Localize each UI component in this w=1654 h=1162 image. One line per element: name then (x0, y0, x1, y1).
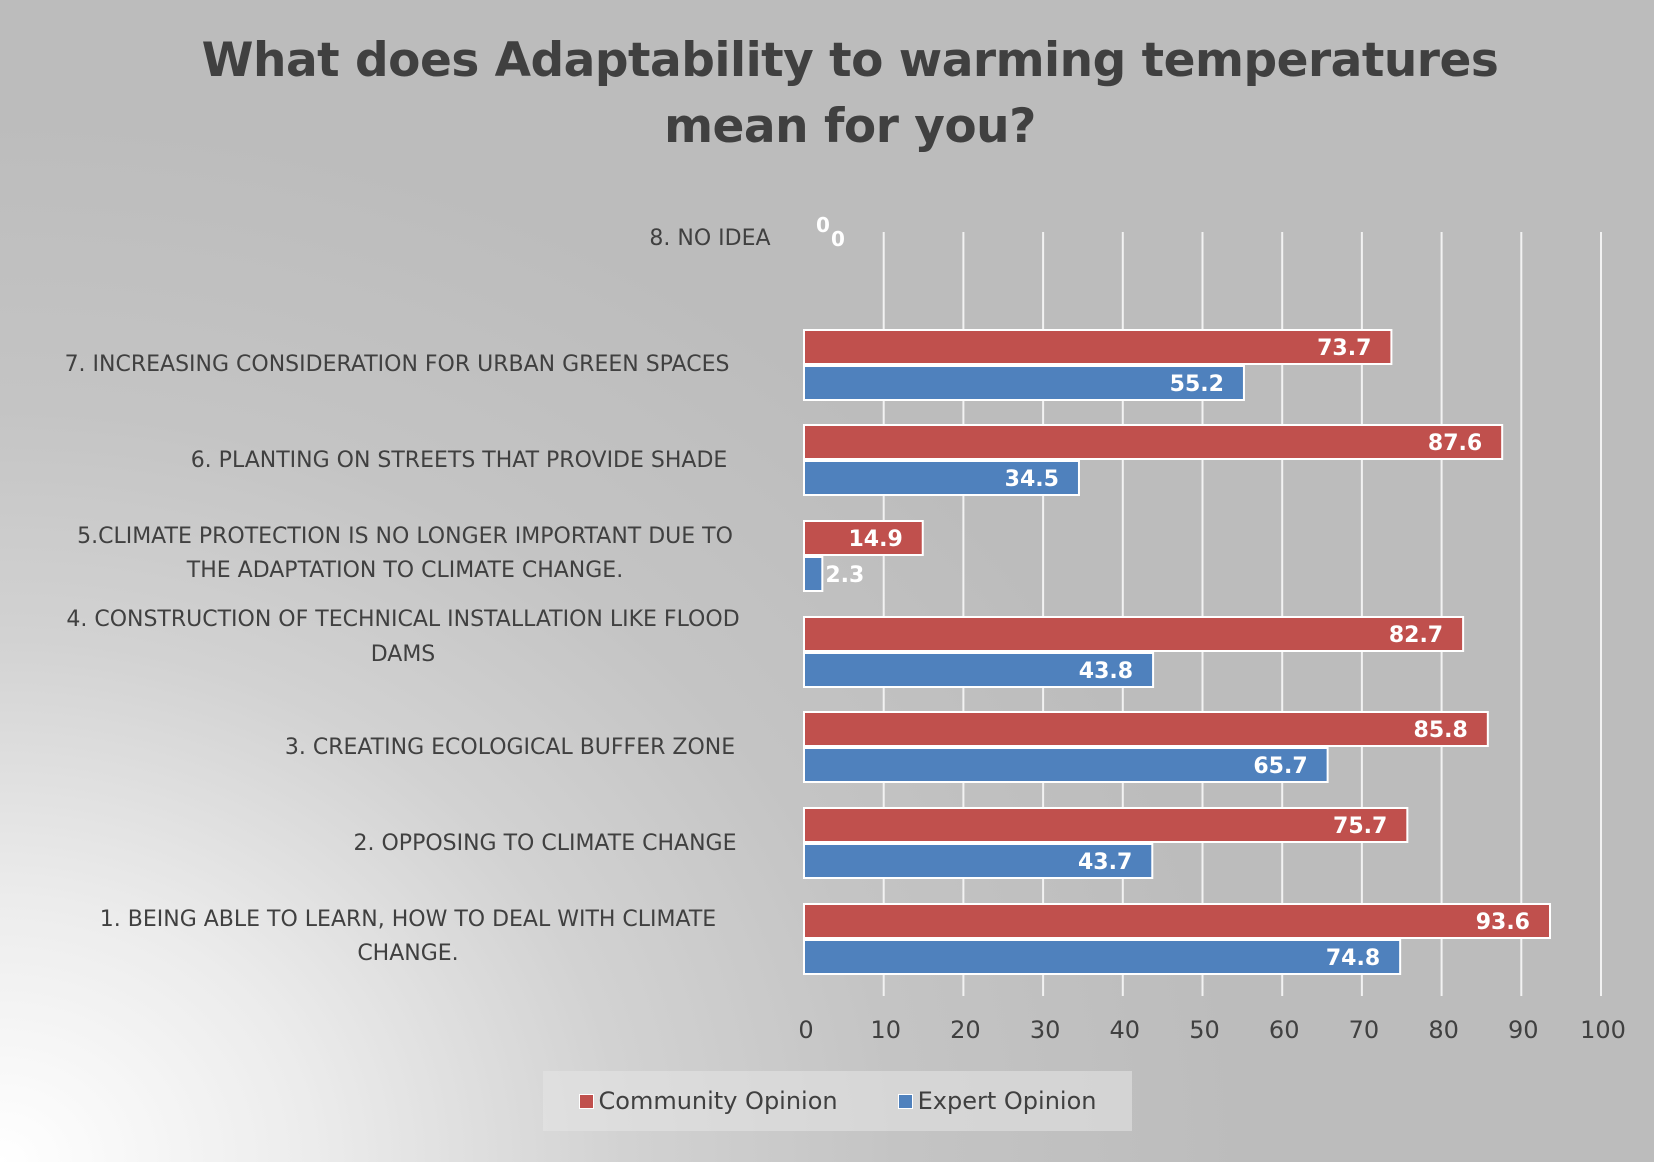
data-label-community-5: 14.9 (848, 527, 902, 552)
x-tick-label-80: 80 (1428, 1016, 1459, 1044)
bar-expert-1 (803, 939, 1402, 975)
legend-label-expert: Expert Opinion (917, 1087, 1097, 1115)
bar-community-2 (803, 807, 1409, 843)
bar-community-7 (803, 329, 1393, 365)
x-tick-label-0: 0 (798, 1016, 813, 1044)
x-tick-label-90: 90 (1508, 1016, 1539, 1044)
x-tick-label-10: 10 (870, 1016, 901, 1044)
legend-item-community: Community Opinion (578, 1087, 838, 1115)
chart-title: What does Adaptability to warming temper… (150, 28, 1550, 160)
bar-community-4 (803, 616, 1465, 652)
category-label-4-line-1: 4. CONSTRUCTION OF TECHNICAL INSTALLATIO… (66, 607, 739, 632)
category-label-5-line-2: THE ADAPTATION TO CLIMATE CHANGE. (186, 558, 623, 583)
data-label-expert-3: 65.7 (1253, 754, 1307, 779)
legend-item-expert: Expert Opinion (897, 1087, 1097, 1115)
category-label-6-line-1: 6. PLANTING ON STREETS THAT PROVIDE SHAD… (191, 448, 728, 473)
bar-expert-5 (803, 556, 824, 592)
data-label-expert-6: 34.5 (1005, 467, 1059, 492)
chart-title-line-2: mean for you? (664, 99, 1036, 154)
x-tick-label-70: 70 (1349, 1016, 1380, 1044)
bar-expert-7 (803, 365, 1245, 401)
category-label-5-line-1: 5.CLIMATE PROTECTION IS NO LONGER IMPORT… (77, 524, 733, 549)
x-tick-label-60: 60 (1269, 1016, 1300, 1044)
data-label-community-7: 73.7 (1317, 336, 1371, 361)
data-label-community-6: 87.6 (1428, 431, 1482, 456)
data-label-community-8: 0 (816, 213, 830, 237)
legend: Community Opinion Expert Opinion (543, 1071, 1132, 1131)
data-label-expert-1: 74.8 (1326, 946, 1380, 971)
data-label-community-2: 75.7 (1333, 814, 1387, 839)
bar-expert-2 (803, 843, 1154, 879)
category-label-3-line-1: 3. CREATING ECOLOGICAL BUFFER ZONE (285, 735, 735, 760)
bar-expert-6 (803, 460, 1080, 496)
data-label-community-1: 93.6 (1476, 910, 1530, 935)
data-label-expert-8: 0 (831, 227, 845, 251)
x-tick-label-30: 30 (1030, 1016, 1061, 1044)
bar-community-6 (803, 424, 1504, 460)
x-tick-label-100: 100 (1580, 1016, 1626, 1044)
legend-label-community: Community Opinion (598, 1087, 838, 1115)
category-label-4-line-2: DAMS (371, 642, 436, 667)
data-label-community-3: 85.8 (1414, 718, 1468, 743)
legend-swatch-community (578, 1093, 594, 1109)
legend-swatch-expert (897, 1093, 913, 1109)
category-label-2-line-1: 2. OPPOSING TO CLIMATE CHANGE (354, 831, 737, 856)
data-label-community-4: 82.7 (1389, 623, 1443, 648)
bar-community-1 (803, 903, 1551, 939)
bar-expert-4 (803, 652, 1155, 688)
data-label-expert-5: 2.3 (825, 563, 864, 588)
bar-community-5 (803, 520, 924, 556)
data-label-expert-4: 43.8 (1079, 659, 1133, 684)
x-tick-label-50: 50 (1189, 1016, 1220, 1044)
bar-community-3 (803, 711, 1489, 747)
data-label-expert-7: 55.2 (1170, 372, 1224, 397)
category-label-8-line-1: 8. NO IDEA (649, 226, 770, 251)
category-label-1-line-2: CHANGE. (357, 941, 458, 966)
chart-title-line-1: What does Adaptability to warming temper… (201, 33, 1499, 88)
bar-expert-3 (803, 747, 1329, 783)
category-label-7-line-1: 7. INCREASING CONSIDERATION FOR URBAN GR… (65, 352, 730, 377)
x-tick-label-20: 20 (950, 1016, 981, 1044)
x-tick-label-40: 40 (1110, 1016, 1141, 1044)
category-label-1-line-1: 1. BEING ABLE TO LEARN, HOW TO DEAL WITH… (100, 907, 716, 932)
data-label-expert-2: 43.7 (1078, 850, 1132, 875)
